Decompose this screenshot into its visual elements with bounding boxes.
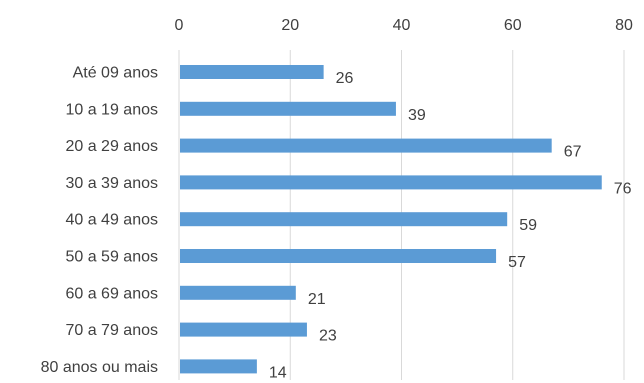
category-label: 80 anos ou mais [41,359,158,376]
bar [180,322,307,337]
bar [180,101,396,116]
category-label: Até 09 anos [73,65,158,82]
category-label: 40 a 49 anos [65,212,158,229]
bar [180,65,324,79]
category-label: 20 a 29 anos [65,138,158,155]
bar [180,359,257,374]
bar [180,175,602,190]
data-labels: 26 39 67 76 59 57 21 23 14 [269,70,632,381]
bar [180,249,497,263]
x-tick-label: 40 [393,17,411,34]
category-label: 10 a 19 anos [65,101,158,118]
x-tick-label: 80 [615,17,633,34]
x-tick-label: 60 [504,17,522,34]
category-label: 60 a 69 anos [65,285,158,302]
data-label: 14 [269,364,287,381]
data-label: 76 [614,180,632,197]
data-label: 21 [308,291,326,308]
data-label: 57 [508,254,526,271]
data-label: 67 [564,144,582,161]
data-label: 26 [336,70,354,87]
data-label: 39 [408,107,426,124]
category-label: 30 a 39 anos [65,175,158,192]
x-tick-label: 0 [175,17,184,34]
x-tick-label: 20 [281,17,299,34]
bar [180,212,508,227]
category-labels: Até 09 anos 10 a 19 anos 20 a 29 anos 30 a … [41,65,158,376]
x-axis-ticks: 0 20 40 60 80 [175,17,633,34]
category-label: 50 a 59 anos [65,249,158,266]
category-label: 70 a 79 anos [65,322,158,339]
bar [180,138,552,153]
data-label: 59 [519,217,537,234]
bar [180,285,296,300]
bars [180,65,602,374]
data-label: 23 [319,328,337,345]
